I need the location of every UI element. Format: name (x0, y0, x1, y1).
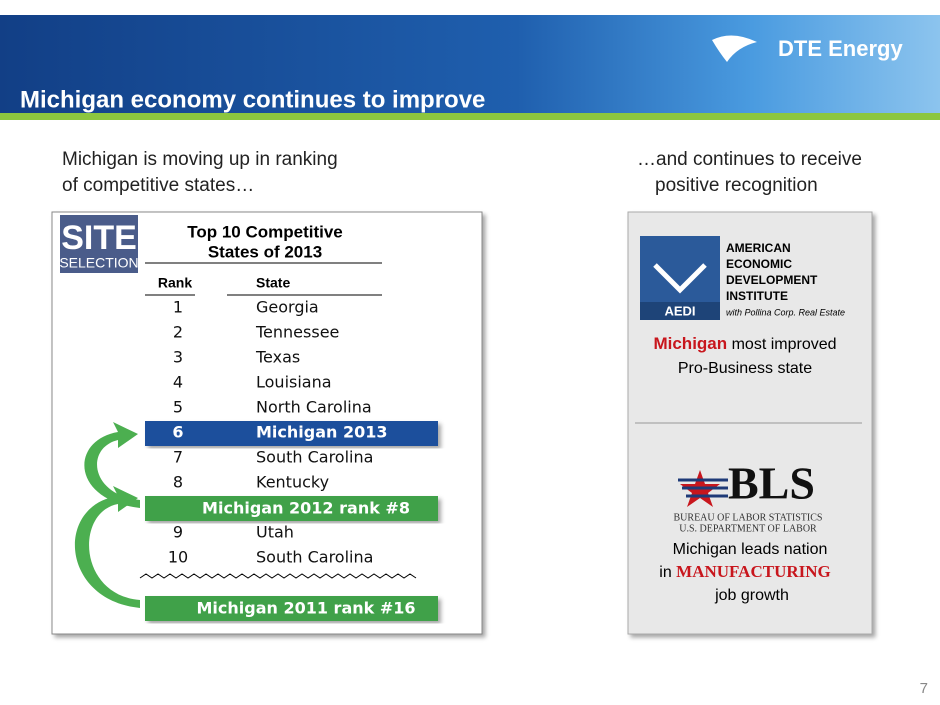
logo-text: DTE Energy (778, 36, 903, 61)
aedi-icon (653, 263, 707, 294)
bls-caption: job growth (714, 587, 789, 604)
rank: 6 (172, 423, 183, 442)
aedi-name: DEVELOPMENT (726, 273, 818, 287)
state: North Carolina (256, 398, 372, 417)
state: Kentucky (256, 473, 329, 492)
logo-icon (712, 35, 757, 62)
site-logo-text: SITE (61, 219, 137, 257)
site-logo (60, 215, 138, 273)
caption-text: most improved (727, 336, 836, 353)
caption-text: in (659, 564, 676, 581)
rank: 9 (173, 523, 183, 542)
state: Texas (255, 348, 300, 367)
aedi-name: ECONOMIC (726, 257, 792, 271)
aedi-name: AMERICAN (726, 241, 791, 255)
aedi-abbr: AEDI (664, 303, 695, 318)
aedi-caption: Michigan most improved (653, 334, 836, 353)
highlight: Michigan (653, 334, 727, 353)
callout-text: Michigan 2012 rank #8 (202, 499, 410, 518)
rank: 4 (173, 373, 183, 392)
callout-text: Michigan 2011 rank #16 (196, 599, 415, 618)
rank: 5 (173, 398, 183, 417)
column-header: Rank (158, 275, 192, 291)
bls-name: BUREAU OF LABOR STATISTICS (674, 512, 823, 523)
state: South Carolina (256, 548, 373, 567)
intro-text: positive recognition (655, 175, 818, 196)
aedi-partner: with Pollina Corp. Real Estate (726, 307, 845, 317)
aedi-caption: Pro-Business state (678, 360, 812, 377)
aedi-name: INSTITUTE (726, 289, 788, 303)
state: Tennessee (255, 323, 339, 342)
bls-abbr: BLS (728, 458, 815, 509)
highlight-row (145, 421, 438, 446)
header-band (0, 15, 940, 113)
state: South Carolina (256, 448, 373, 467)
arrow (84, 422, 140, 508)
callout (145, 596, 438, 621)
break-line (139, 573, 417, 579)
rank: 1 (173, 298, 183, 317)
site-logo-text: SELECTION (59, 255, 138, 271)
bls-caption: Michigan leads nation (673, 541, 828, 558)
rank: 8 (173, 473, 183, 492)
state: Louisiana (256, 373, 332, 392)
aedi-bar (640, 302, 720, 320)
table-body: 1 Georgia 2 Tennessee 3 Texas 4 Louisiana 5 North… (145, 298, 438, 567)
intro-text: Michigan is moving up in ranking (62, 149, 338, 170)
intro-text: …and continues to receive (637, 149, 862, 170)
bls-stripes (678, 478, 728, 498)
intro-text: of competitive states… (62, 175, 254, 196)
page-number: 7 (920, 680, 928, 697)
slide-title: Michigan economy continues to improve (20, 86, 485, 113)
state: Utah (256, 523, 294, 542)
rank: 3 (173, 348, 183, 367)
bls-name: U.S. DEPARTMENT OF LABOR (679, 523, 817, 534)
rank: 10 (168, 548, 188, 567)
rank: 2 (173, 323, 183, 342)
bls-caption: in MANUFACTURING (659, 562, 830, 581)
highlight: MANUFACTURING (676, 562, 831, 581)
column-header: State (256, 275, 290, 291)
arrow (74, 486, 140, 608)
table-title: States of 2013 (208, 242, 322, 261)
rank: 7 (173, 448, 183, 467)
header-stripe (0, 113, 940, 120)
state: Michigan 2013 (256, 423, 388, 442)
callout (145, 496, 438, 521)
state: Georgia (256, 298, 319, 317)
table-title: Top 10 Competitive (187, 222, 343, 241)
